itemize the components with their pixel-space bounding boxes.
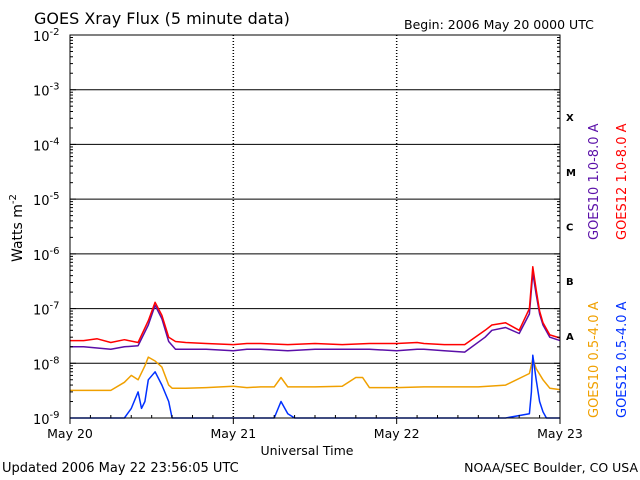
- axes: 10-9 10-8 10-7 10-6 10-5 10-4 10-3 10-2 May 20 Ma…: [33, 27, 583, 441]
- series-line: [70, 354, 560, 419]
- plot-frame: [69, 34, 561, 419]
- y-tick-label: 10-3: [33, 82, 60, 100]
- legend-series-label: GOES12 0.5-4.0 A: [615, 301, 630, 418]
- flare-class-label: A: [566, 332, 574, 343]
- legend-series-label: GOES10 1.0-8.0 A: [587, 123, 602, 240]
- x-tick-label: May 22: [374, 426, 420, 441]
- y-axis-label: Watts m-2: [8, 194, 26, 262]
- x-tick-label: May 21: [210, 426, 256, 441]
- y-tick-label: 10-8: [33, 355, 60, 373]
- begin-timestamp: Begin: 2006 May 20 0000 UTC: [404, 17, 594, 32]
- y-tick-label: 10-6: [33, 246, 60, 264]
- legend: A B C M X GOES10 1.0-8.0 A GOES12 1.0-8.0 A GOE…: [566, 113, 630, 418]
- y-tick-label: 10-2: [33, 27, 60, 45]
- x-axis-label: Universal Time: [261, 443, 354, 458]
- flare-class-label: X: [566, 113, 574, 124]
- y-tick-label: 10-4: [33, 136, 60, 154]
- flare-class-label: M: [566, 168, 576, 179]
- chart-title: GOES Xray Flux (5 minute data): [34, 9, 290, 28]
- plot-grid: [70, 35, 560, 418]
- y-tick-label: 10-5: [33, 191, 60, 209]
- series-line: [70, 266, 561, 346]
- series-line: [70, 272, 561, 353]
- x-tick-label: May 20: [47, 426, 93, 441]
- flare-class-label: B: [566, 277, 574, 288]
- flare-class-label: C: [566, 223, 573, 234]
- legend-series-label: GOES12 1.0-8.0 A: [615, 123, 630, 240]
- legend-series-label: GOES10 0.5-4.0 A: [587, 301, 602, 418]
- series-line: [70, 356, 561, 392]
- credit-line: NOAA/SEC Boulder, CO USA: [464, 460, 638, 475]
- updated-timestamp: Updated 2006 May 22 23:56:05 UTC: [2, 461, 239, 476]
- y-tick-label: 10-7: [33, 301, 60, 319]
- series-layer: [70, 266, 561, 419]
- x-tick-label: May 23: [537, 426, 583, 441]
- y-tick-label: 10-9: [33, 410, 60, 428]
